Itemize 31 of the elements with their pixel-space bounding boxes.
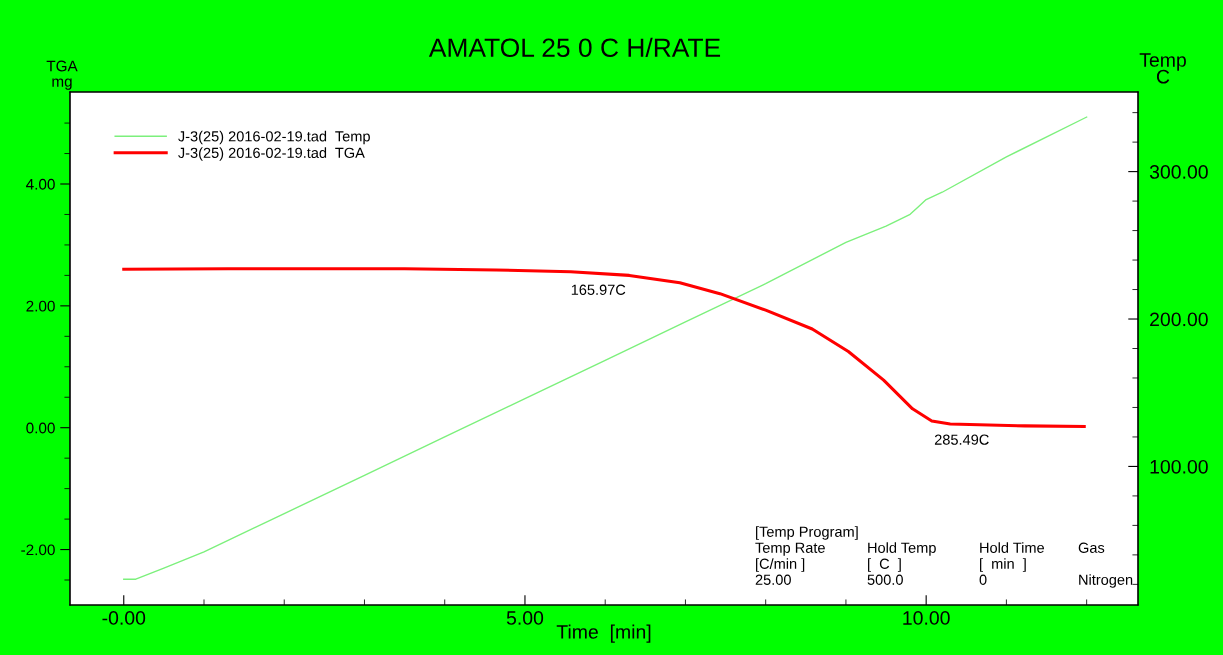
- y-axis-title: TGA mg: [46, 60, 78, 90]
- annotation: 25.00: [755, 574, 791, 585]
- annotation: Hold Time: [980, 542, 1044, 553]
- annotation: 0: [979, 574, 987, 585]
- y-tick-label: 4.00: [26, 178, 55, 190]
- annotation: [ min ]: [980, 558, 1026, 572]
- x-tick-label: -0.00: [102, 611, 146, 625]
- y-tick-label: -2.00: [21, 544, 55, 556]
- y2-tick-label: 200.00: [1150, 312, 1208, 327]
- annotation: 285.49C: [934, 434, 989, 445]
- annotation: Gas: [1078, 542, 1105, 553]
- x-tick-label: 10.00: [903, 611, 950, 625]
- y-tick-label: 0.00: [26, 422, 55, 434]
- x-axis-title: Time [min]: [556, 624, 651, 643]
- y2-axis-title: Temp C: [1139, 53, 1186, 84]
- annotation: Nitrogen: [1079, 574, 1133, 588]
- x-tick-label: 5.00: [506, 611, 544, 625]
- line-series: [122, 267, 1086, 429]
- annotation: [Temp Program]: [756, 526, 858, 540]
- legend-label: J-3(25) 2016-02-19.tad Temp: [178, 130, 370, 145]
- annotation: [ C ]: [868, 558, 901, 572]
- y2-tick-label: 300.00: [1149, 165, 1208, 179]
- annotation: [C/min ]: [756, 558, 805, 572]
- annotation: 500.0: [867, 574, 903, 585]
- chart-title: AMATOL 25 0 C H/RATE: [428, 37, 721, 58]
- annotation: Hold Temp: [868, 542, 936, 556]
- annotation: Temp Rate: [755, 542, 825, 556]
- y2-tick-label: 100.00: [1150, 459, 1208, 474]
- legend-label: J-3(25) 2016-02-19.tad TGA: [178, 147, 365, 161]
- y-tick-label: 2.00: [26, 300, 55, 312]
- annotation: 165.97C: [571, 284, 626, 295]
